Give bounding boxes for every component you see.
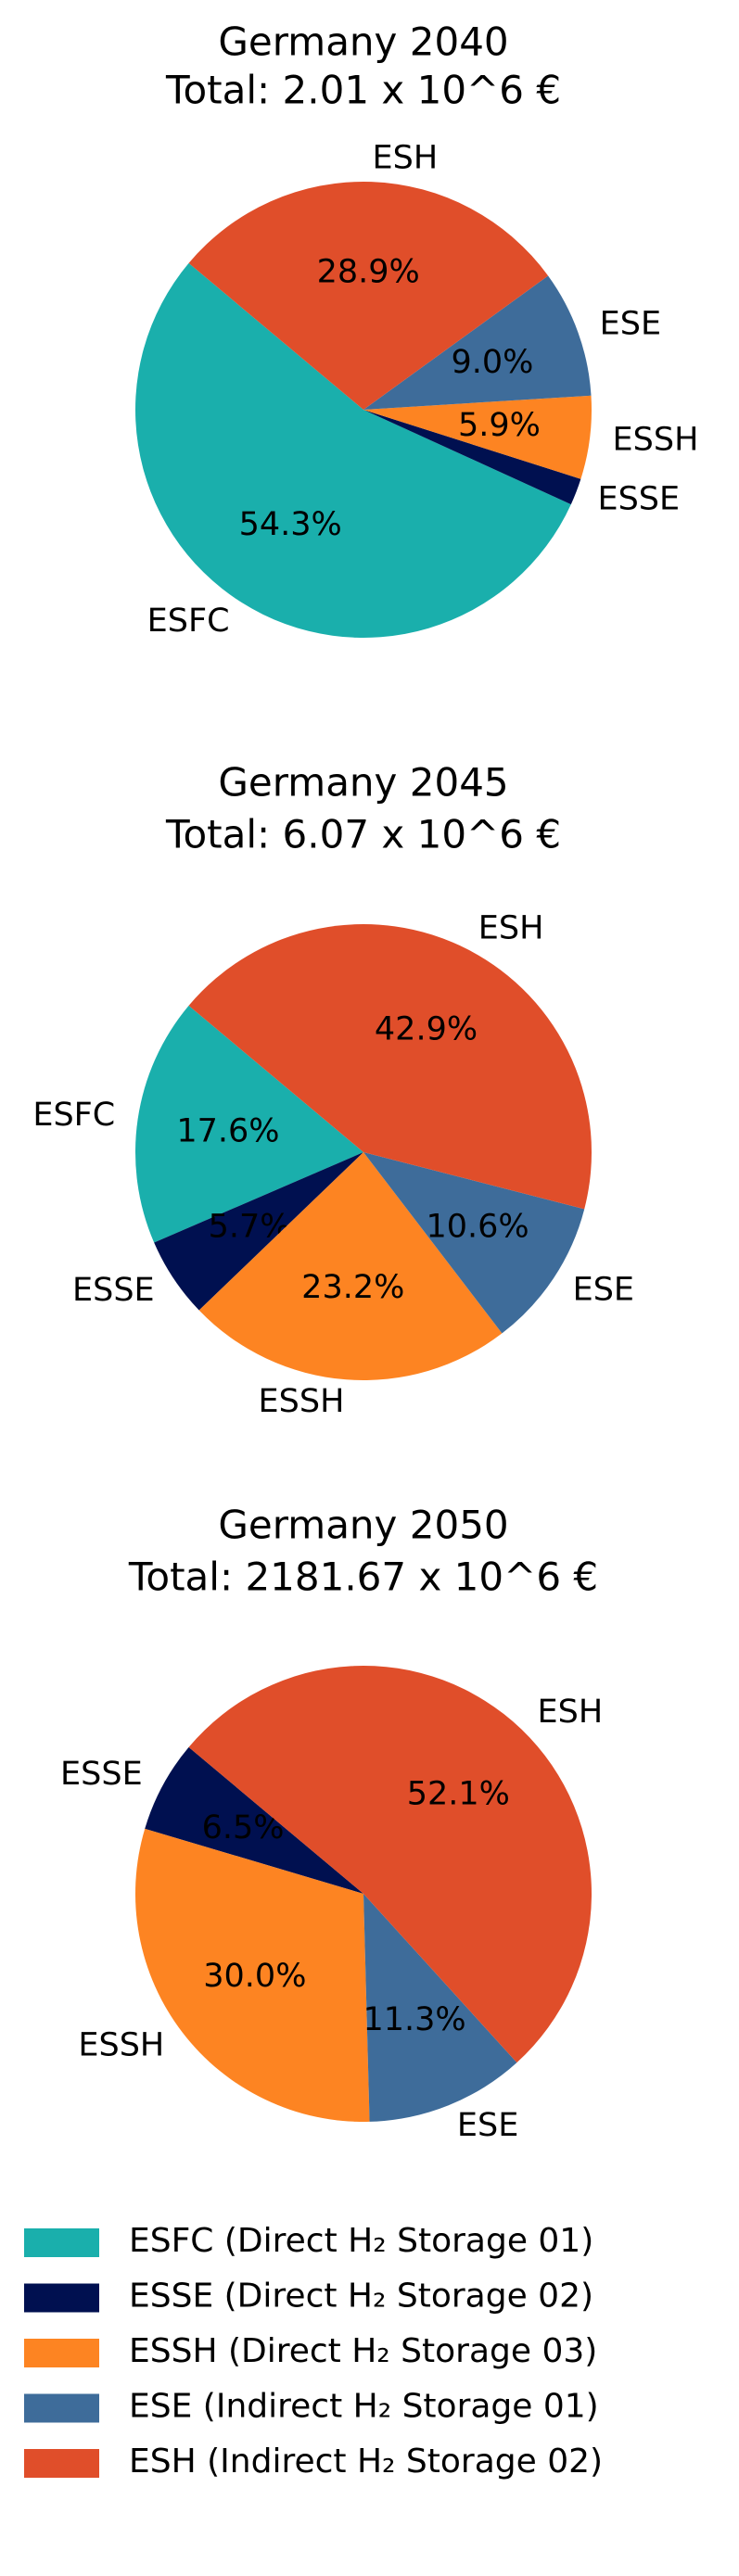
slice-label: ESH xyxy=(538,1694,604,1731)
value-label: 23.2% xyxy=(301,1269,404,1306)
legend-label: ESSH (Direct H₂ Storage 03) xyxy=(129,2332,597,2370)
pie-slice xyxy=(134,1005,363,1243)
value-label: 10.6% xyxy=(426,1209,529,1246)
pie-slice xyxy=(134,262,571,639)
slice-label: ESE xyxy=(573,1271,634,1308)
value-label: 5.9% xyxy=(458,407,541,444)
chart-subtitle: Total: 2.01 x 10^6 € xyxy=(165,68,561,113)
slice-label: ESSH xyxy=(259,1383,345,1420)
slice-label: ESE xyxy=(457,2107,518,2144)
pie-slice xyxy=(154,1152,363,1311)
legend-swatch xyxy=(24,2449,99,2478)
slice-label: ESFC xyxy=(32,1097,115,1134)
value-label: 28.9% xyxy=(317,253,420,290)
pie-slice xyxy=(363,275,592,410)
pie-slice xyxy=(188,924,592,1210)
value-label: 52.1% xyxy=(407,1776,510,1813)
legend-swatch xyxy=(24,2339,99,2367)
pie-slice xyxy=(188,181,549,410)
slice-label: ESSH xyxy=(78,2027,164,2064)
chart-title: Germany 2040 xyxy=(218,19,508,65)
chart-subtitle: Total: 6.07 x 10^6 € xyxy=(165,812,561,857)
pie-slice xyxy=(363,1152,585,1334)
pie-slice xyxy=(363,410,581,505)
pie-slice xyxy=(363,395,592,479)
value-label: 30.0% xyxy=(203,1958,306,1995)
legend-label: ESE (Indirect H₂ Storage 01) xyxy=(129,2388,599,2426)
slice-label: ESSE xyxy=(72,1272,155,1309)
value-label: 42.9% xyxy=(375,1011,478,1048)
legend-label: ESFC (Direct H₂ Storage 01) xyxy=(129,2222,593,2260)
pie-slice xyxy=(198,1152,503,1380)
legend-label: ESH (Indirect H₂ Storage 02) xyxy=(129,2443,603,2481)
slice-label: ESSE xyxy=(60,1756,143,1793)
pie-slice xyxy=(134,1828,370,2122)
pie-slice xyxy=(188,1665,592,2063)
slice-label: ESSH xyxy=(613,421,699,458)
value-label: 17.6% xyxy=(176,1113,279,1150)
chart-title: Germany 2050 xyxy=(218,1503,508,1548)
chart-title: Germany 2045 xyxy=(218,760,508,806)
legend-swatch xyxy=(24,2393,99,2423)
legend-swatch xyxy=(24,2228,99,2257)
chart-subtitle: Total: 2181.67 x 10^6 € xyxy=(128,1554,598,1600)
legend-label: ESSE (Direct H₂ Storage 02) xyxy=(129,2278,593,2316)
pie-slice xyxy=(363,1894,517,2122)
slice-label: ESE xyxy=(600,306,661,343)
slice-label: ESH xyxy=(373,140,439,177)
slice-label: ESFC xyxy=(147,603,230,640)
legend-swatch xyxy=(24,2283,99,2313)
value-label: 54.3% xyxy=(239,506,342,543)
pie-slice xyxy=(145,1746,363,1894)
value-label: 11.3% xyxy=(363,2001,465,2038)
slice-label: ESSE xyxy=(597,480,680,517)
value-label: 9.0% xyxy=(451,344,533,381)
slice-label: ESH xyxy=(478,909,544,946)
